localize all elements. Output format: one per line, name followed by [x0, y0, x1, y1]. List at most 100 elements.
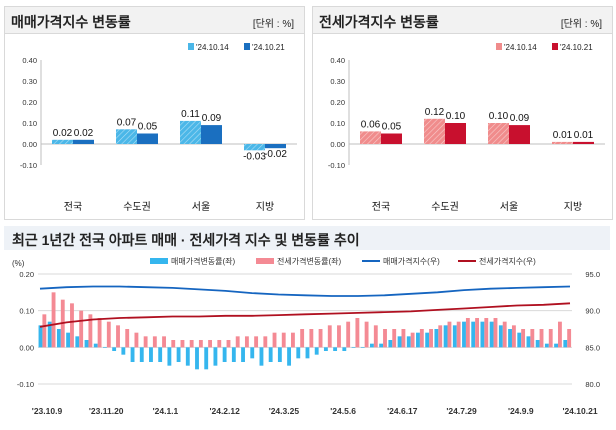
trend-jeonse-bar-42 — [429, 329, 433, 348]
jeonse-change-panel: 전세가격지수 변동률 [단위 : %] '24.10.14 '24.10.21 0.… — [312, 6, 613, 220]
trend-sale-bar-15 — [176, 347, 181, 362]
trend-right-tick-0: 95.0 — [585, 270, 600, 279]
trend-sale-bar-42 — [425, 332, 430, 348]
sale-category-1: 수도권 — [123, 201, 151, 213]
trend-jeonse-bar-20 — [226, 340, 231, 348]
trend-jeonse-bar-57 — [567, 329, 572, 348]
trend-xtick-2: '24.1.1 — [153, 406, 179, 416]
trend-sale-bar-50 — [498, 325, 503, 348]
trend-jeonse-bar-27 — [291, 332, 295, 348]
trend-right-tick-2: 85.0 — [585, 343, 600, 352]
trend-jeonse-bar-49 — [493, 318, 498, 348]
sale-bar-0-0 — [52, 139, 73, 144]
trend-jeonse-bar-15 — [180, 340, 185, 348]
trend-sale-bar-18 — [204, 347, 209, 370]
sale-panel-title: 매매가격지수 변동률 — [11, 14, 131, 30]
jeonse-bar-3-0 — [552, 141, 573, 144]
trend-sale-bar-23 — [250, 347, 255, 359]
sale-bar-1-1 — [137, 133, 158, 144]
jeonse-data-label-2-0: 0.10 — [489, 111, 509, 122]
trend-jeonse-bar-50 — [502, 321, 507, 348]
sale-data-label-0-0: 0.02 — [53, 128, 73, 139]
trend-sale-bar-3 — [66, 332, 71, 348]
trend-jeonse-bar-33 — [346, 321, 351, 348]
sale-bar-2-0 — [180, 120, 201, 144]
trend-sale-bar-49 — [489, 321, 494, 348]
jeonse-change-chart: '24.10.14 '24.10.21 0.40 0.30 0.20 0.10 0.00 -0… — [328, 43, 605, 213]
trend-sale-bar-12 — [149, 347, 153, 362]
trend-jeonse-bar-4 — [79, 310, 84, 348]
trend-sale-bar-16 — [185, 347, 190, 366]
trend-jeonse-bar-1 — [51, 292, 56, 348]
jeonse-category-3: 지방 — [564, 201, 582, 213]
trend-jeonse-bar-56 — [558, 321, 562, 348]
trend-legend-label-3: 전세가격지수(우) — [479, 256, 536, 266]
trend-xtick-3: '24.2.12 — [209, 406, 240, 416]
trend-jeonse-bar-24 — [263, 336, 268, 348]
trend-legend-label-0: 매매가격변동률(좌) — [171, 256, 236, 266]
trend-jeonse-bar-38 — [392, 329, 397, 348]
jeonse-legend-label-0: '24.10.14 — [504, 43, 537, 52]
trend-sale-bar-48 — [480, 321, 485, 348]
trend-chart: (%) 매매가격변동률(좌) 전세가격변동률(좌) 매매가격지수(우) 전세가격지수(우… — [12, 256, 600, 416]
sale-change-chart: '24.10.14 '24.10.21 0.40 0.30 0.20 0.10 0.00 -0… — [20, 43, 297, 213]
trend-jeonse-bar-40 — [410, 332, 415, 348]
trend-xtick-9: '24.10.21 — [562, 406, 597, 416]
trend-xtick-5: '24.5.6 — [330, 406, 356, 416]
trend-jeonse-index-line — [39, 302, 571, 328]
jeonse-bar-1-1 — [445, 123, 466, 144]
sale-bar-3-1 — [265, 144, 286, 149]
trend-right-tick-1: 90.0 — [585, 307, 600, 316]
trend-sale-bar-0 — [38, 325, 43, 348]
trend-legend-swatch-1 — [256, 258, 274, 264]
jeonse-ytick-2: 0.20 — [330, 98, 345, 107]
trend-jeonse-bar-39 — [401, 329, 406, 348]
sale-legend-swatch-1 — [244, 43, 250, 50]
trend-sale-bar-27 — [287, 347, 292, 366]
trend-jeonse-bar-29 — [309, 329, 314, 348]
trend-sale-bar-44 — [443, 325, 448, 348]
trend-sale-bar-43 — [434, 329, 439, 348]
trend-sale-bar-17 — [195, 347, 199, 370]
trend-jeonse-bar-28 — [300, 329, 305, 348]
jeonse-legend-swatch-1 — [552, 43, 558, 50]
trend-sale-bar-26 — [277, 347, 282, 362]
trend-jeonse-bar-9 — [125, 329, 130, 348]
trend-sale-bar-29 — [305, 347, 310, 359]
trend-jeonse-bar-51 — [511, 325, 516, 348]
sale-data-label-3-1: -0.02 — [264, 149, 287, 160]
trend-sale-bar-14 — [167, 347, 172, 366]
trend-left-tick-1: 0.10 — [19, 307, 34, 316]
trend-sale-bar-2 — [56, 329, 61, 348]
trend-jeonse-bar-12 — [152, 336, 157, 348]
trend-left-tick-3: -0.10 — [17, 380, 34, 389]
sale-bar-2-1 — [201, 125, 222, 144]
jeonse-data-label-0-1: 0.05 — [382, 122, 402, 133]
trend-left-tick-2: 0.00 — [19, 343, 34, 352]
trend-left-tick-0: 0.20 — [19, 270, 34, 279]
sale-legend-swatch-0 — [188, 43, 194, 50]
trend-jeonse-bar-26 — [281, 332, 286, 348]
jeonse-panel-header: 전세가격지수 변동률 [단위 : %] — [313, 7, 612, 34]
trend-legend-label-1: 전세가격변동률(좌) — [277, 256, 342, 266]
jeonse-category-0: 전국 — [372, 201, 390, 213]
trend-jeonse-bar-34 — [355, 318, 360, 348]
trend-sale-bar-34 — [351, 347, 356, 348]
sale-ytick-1: 0.30 — [22, 77, 37, 86]
trend-sale-bar-55 — [544, 343, 549, 348]
jeonse-data-label-3-1: 0.01 — [574, 130, 594, 141]
trend-jeonse-bar-37 — [383, 329, 387, 348]
sale-ytick-3: 0.10 — [22, 119, 37, 128]
trend-sale-bar-53 — [526, 336, 531, 348]
trend-jeonse-bar-46 — [465, 318, 470, 348]
trend-sale-bar-45 — [452, 325, 457, 348]
trend-jeonse-bar-3 — [70, 303, 74, 348]
sale-data-label-2-1: 0.09 — [202, 113, 222, 124]
trend-sale-bar-28 — [296, 347, 301, 359]
trend-sale-bar-6 — [93, 343, 98, 348]
jeonse-legend-label-1: '24.10.21 — [560, 43, 593, 52]
trend-xtick-8: '24.9.9 — [508, 406, 534, 416]
jeonse-bar-0-0 — [360, 131, 381, 144]
trend-chart-header: 최근 1년간 전국 아파트 매매 · 전세가격 지수 및 변동률 추이 — [4, 226, 610, 250]
jeonse-ytick-0: 0.40 — [330, 56, 345, 65]
